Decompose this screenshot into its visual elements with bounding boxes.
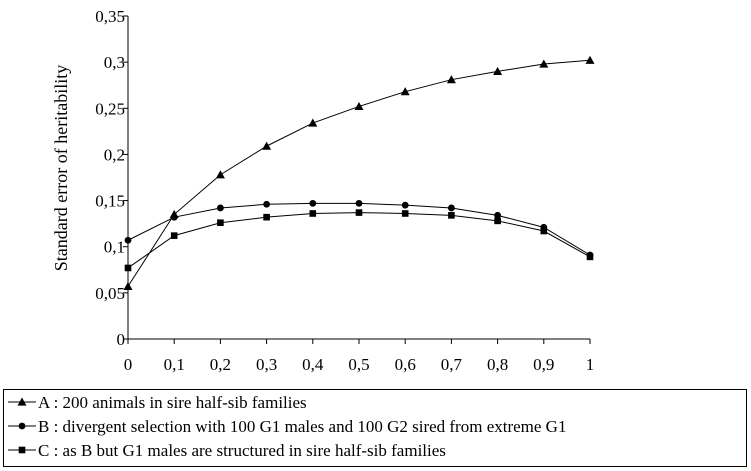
- data-point-square: [263, 213, 270, 221]
- data-point-square: [540, 227, 548, 235]
- y-tick-label: 0,3: [104, 53, 125, 72]
- data-point-square: [217, 219, 224, 227]
- legend-marker-circle: [18, 422, 26, 430]
- legend-entry-square: C : as B but G1 males are structured in …: [8, 441, 446, 460]
- x-tick-label: 0: [124, 355, 133, 374]
- y-tick-label: 0,2: [104, 145, 125, 164]
- data-point-triangle: [262, 141, 272, 150]
- data-point-circle: [355, 199, 363, 207]
- x-tick-label: 0,2: [210, 355, 231, 374]
- data-point-circle: [494, 211, 501, 219]
- data-point-square: [355, 209, 363, 216]
- data-point-square: [124, 264, 132, 272]
- x-tick-label: 1: [586, 355, 595, 374]
- legend: A : 200 animals in sire half-sib familie…: [3, 389, 747, 467]
- line-chart: Standard error of heritability 0 0,05 0,1 0…: [51, 7, 595, 374]
- data-point-square: [494, 217, 501, 225]
- y-tick-label: 0,05: [95, 284, 125, 303]
- y-tick-label: 0,1: [104, 238, 125, 257]
- data-point-triangle: [493, 66, 503, 75]
- data-point-circle: [263, 200, 270, 208]
- x-tick-label: 0,7: [441, 355, 463, 374]
- legend-label: A : 200 animals in sire half-sib familie…: [38, 393, 307, 412]
- data-point-square: [401, 210, 409, 217]
- legend-label: C : as B but G1 males are structured in …: [38, 441, 446, 460]
- x-tick-label: 0,8: [487, 355, 508, 374]
- x-tick-label: 0,5: [348, 355, 369, 374]
- legend-entry-circle: B : divergent selection with 100 G1 male…: [8, 417, 566, 436]
- data-point-triangle: [446, 75, 456, 84]
- y-tick-label: 0,25: [95, 99, 125, 118]
- data-point-triangle: [400, 87, 410, 96]
- data-point-circle: [401, 201, 409, 209]
- y-tick-label: 0,15: [95, 192, 125, 211]
- data-point-circle: [170, 213, 178, 221]
- legend-marker-square: [18, 446, 26, 454]
- y-axis-label: Standard error of heritability: [51, 65, 71, 271]
- data-point-square: [170, 232, 178, 239]
- data-point-triangle: [585, 55, 595, 64]
- legend-entry-triangle: A : 200 animals in sire half-sib familie…: [8, 393, 307, 412]
- legend-marker-triangle: [17, 397, 27, 406]
- data-point-circle: [309, 199, 317, 207]
- x-tick-label: 0,9: [533, 355, 554, 374]
- series-triangle: [123, 55, 595, 290]
- series-line-triangle: [127, 59, 591, 287]
- series-square: [124, 209, 594, 272]
- data-point-square: [586, 253, 594, 261]
- data-point-circle: [448, 204, 455, 212]
- data-point-triangle: [308, 118, 318, 127]
- x-tick-label: 0,1: [164, 355, 185, 374]
- x-tick-label: 0,6: [395, 355, 416, 374]
- data-point-square: [448, 212, 455, 219]
- x-tick-label: 0,3: [256, 355, 277, 374]
- y-tick-label: 0,35: [95, 7, 125, 26]
- data-point-triangle: [215, 170, 225, 179]
- data-point-triangle: [539, 59, 549, 68]
- data-point-triangle: [354, 101, 364, 111]
- x-tick-label: 0,4: [302, 355, 324, 374]
- series-circle: [124, 199, 594, 259]
- data-point-circle: [124, 236, 132, 244]
- data-point-circle: [217, 204, 224, 212]
- y-tick-label: 0: [117, 330, 126, 349]
- data-point-triangle: [123, 281, 133, 290]
- legend-label: B : divergent selection with 100 G1 male…: [38, 417, 566, 436]
- data-point-square: [309, 210, 317, 217]
